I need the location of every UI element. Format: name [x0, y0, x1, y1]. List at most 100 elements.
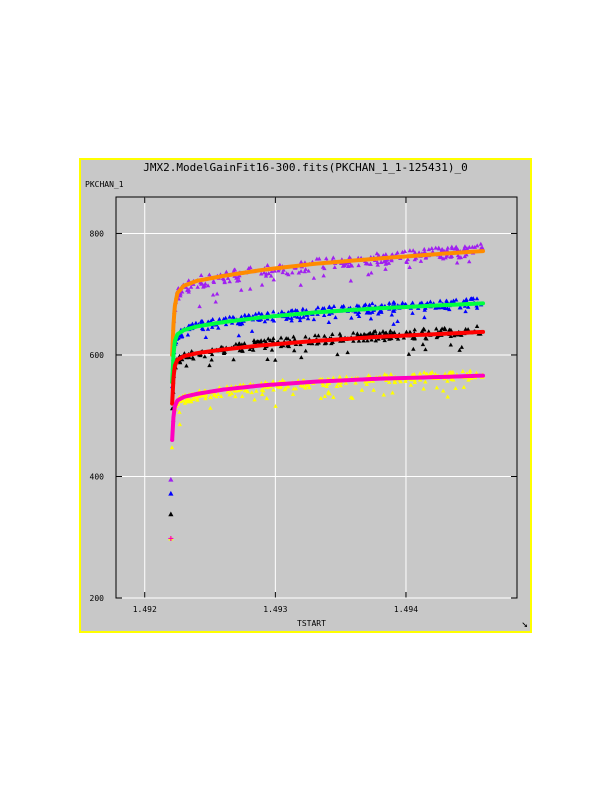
data-point — [419, 300, 425, 305]
plot-frame — [115, 196, 518, 599]
data-point — [263, 273, 269, 278]
data-point — [305, 316, 311, 321]
data-point — [474, 305, 480, 310]
data-point — [199, 318, 204, 323]
data-point — [198, 273, 204, 278]
data-point — [370, 301, 375, 306]
data-point — [259, 282, 265, 287]
data-point — [345, 350, 350, 355]
data-point — [363, 302, 368, 307]
data-point — [368, 331, 373, 336]
data-point — [254, 388, 259, 393]
data-point — [240, 394, 245, 398]
data-point — [421, 370, 427, 375]
data-point — [382, 338, 387, 343]
data-point — [207, 272, 212, 277]
data-point — [209, 352, 215, 357]
data-point — [271, 309, 276, 314]
resize-corner-icon[interactable]: ↘ — [521, 617, 528, 630]
data-point — [306, 268, 311, 273]
data-point — [177, 409, 182, 414]
data-point — [310, 341, 315, 346]
x-tick-label: 1.494 — [394, 605, 418, 614]
data-point — [318, 395, 324, 400]
data-point — [422, 246, 427, 251]
data-point — [252, 340, 258, 344]
data-point — [224, 269, 229, 274]
data-point — [466, 377, 471, 382]
data-point — [383, 330, 389, 335]
data-point — [381, 259, 387, 264]
data-point — [285, 343, 290, 348]
data-point — [395, 336, 401, 341]
data-point — [199, 326, 205, 331]
data-point — [344, 374, 349, 379]
plot-window: JMX2.ModelGainFit16-300.fits(PKCHAN_1_1-… — [79, 158, 532, 633]
data-point — [418, 258, 424, 263]
fit-marker — [171, 419, 176, 424]
data-point — [214, 291, 220, 296]
data-point — [474, 296, 480, 301]
data-point — [348, 278, 354, 283]
data-point — [365, 338, 370, 343]
data-point — [297, 318, 303, 323]
data-point — [428, 371, 433, 375]
data-point — [417, 377, 423, 382]
data-point — [386, 260, 392, 265]
scatter-chart: 1.492 1.493 1.494 200 400 600 800 — [90, 196, 518, 614]
data-point — [437, 298, 443, 303]
data-point — [463, 326, 468, 331]
data-point — [467, 259, 472, 264]
data-point — [361, 338, 366, 343]
data-point — [356, 263, 361, 268]
data-point — [236, 388, 241, 393]
data-point — [324, 256, 329, 261]
data-point — [239, 314, 244, 319]
data-point — [408, 382, 414, 387]
data-point — [389, 258, 394, 263]
data-point — [326, 311, 332, 316]
data-point — [222, 280, 227, 285]
data-point — [278, 335, 284, 340]
fit-marker — [171, 381, 176, 386]
data-point — [366, 272, 371, 277]
data-point — [325, 381, 330, 386]
data-point — [445, 245, 450, 250]
data-point — [169, 445, 175, 450]
data-point — [320, 264, 326, 269]
fit-marker — [175, 357, 180, 362]
data-point — [347, 255, 352, 260]
data-point — [461, 246, 467, 251]
data-point — [271, 336, 276, 341]
data-point — [299, 355, 304, 360]
data-point — [205, 326, 211, 331]
data-point — [444, 298, 449, 303]
data-point — [333, 315, 338, 320]
data-point — [390, 252, 395, 257]
data-point — [221, 350, 227, 355]
data-point — [236, 278, 242, 283]
data-point — [186, 278, 191, 283]
data-point — [289, 315, 294, 320]
data-point — [251, 347, 256, 352]
data-point — [353, 380, 358, 385]
data-point — [331, 255, 336, 260]
fit-marker — [175, 332, 180, 337]
data-point — [411, 346, 416, 351]
data-point — [203, 335, 209, 340]
data-point — [240, 348, 245, 353]
data-point — [365, 261, 370, 266]
data-point — [227, 314, 232, 319]
data-point — [410, 300, 415, 305]
data-point — [302, 269, 307, 274]
fit-marker — [171, 328, 176, 333]
fit-marker — [175, 290, 180, 295]
data-point — [400, 300, 405, 305]
data-point — [368, 261, 373, 266]
fit-marker — [173, 403, 178, 408]
data-point — [225, 275, 231, 280]
data-point — [445, 394, 450, 399]
data-point — [428, 299, 433, 304]
data-point — [236, 341, 242, 346]
data-point — [271, 277, 276, 282]
